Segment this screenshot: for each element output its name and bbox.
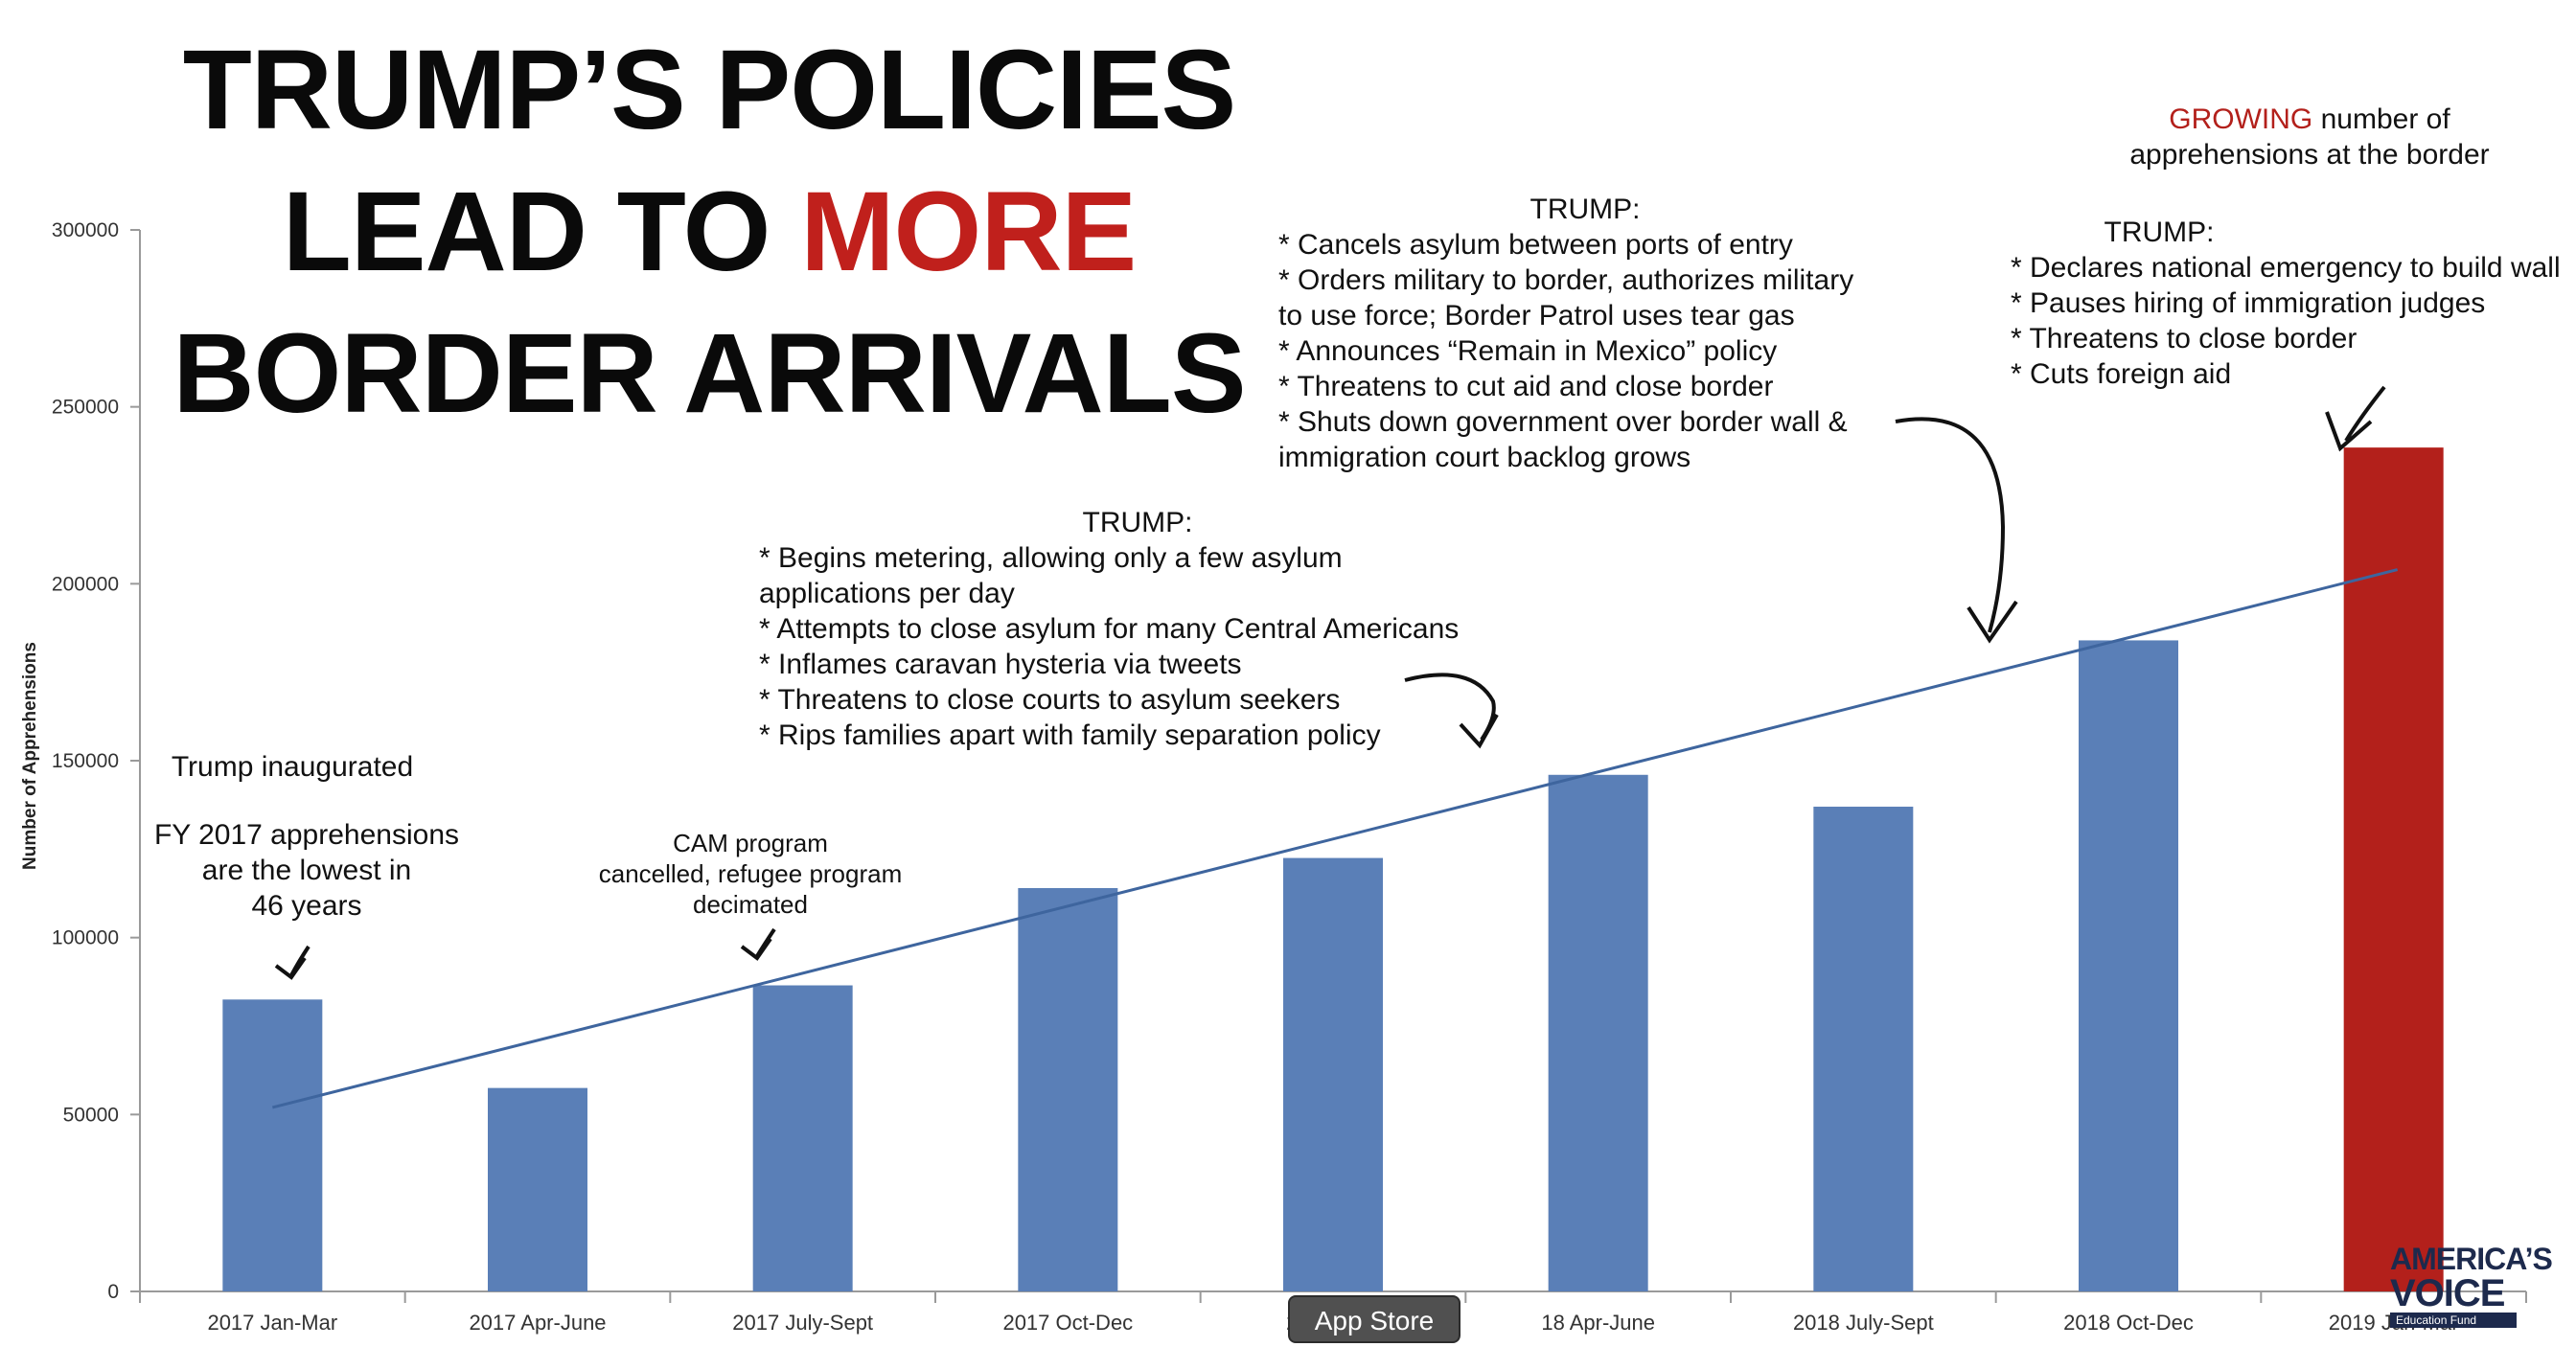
annotation-trump-2018-head: TRUMP: — [1082, 507, 1193, 538]
annotation-trump-2018-item: * Threatens to close courts to asylum se… — [759, 684, 1341, 716]
arrow-inaugurated-icon — [274, 945, 310, 980]
bar — [222, 999, 323, 1291]
annotation-trump-2018-item: * Inflames caravan hysteria via tweets — [759, 649, 1242, 680]
y-tick-label: 0 — [107, 1281, 119, 1303]
title-line-3: BORDER ARRIVALS — [172, 310, 1246, 437]
bar — [1813, 807, 1914, 1291]
annotation-trump-2019: TRUMP: * Declares national emergency to … — [2011, 215, 2574, 392]
title-line-2: LEAD TO MORE — [144, 161, 1275, 303]
annotation-cam-line-1: CAM program — [673, 829, 828, 857]
bar — [2079, 640, 2178, 1291]
x-tick-label: 18 Apr-June — [1541, 1311, 1655, 1335]
annotation-trump-2019-item: * Cuts foreign aid — [2011, 358, 2232, 390]
title-highlight-word: MORE — [800, 169, 1137, 295]
x-tick-label: 2018 July-Sept — [1793, 1311, 1934, 1335]
logo-line-1: AMERICA’S — [2390, 1242, 2553, 1276]
annotation-growing: GROWING number of apprehensions at the b… — [2060, 102, 2559, 172]
x-tick-label: 2018 Oct-Dec — [2063, 1311, 2194, 1335]
annotation-trump-2018-item: applications per day — [759, 578, 1015, 609]
x-tick-label: 2017 July-Sept — [732, 1311, 873, 1335]
y-tick-label: 150000 — [52, 750, 119, 772]
title-line-1: TRUMP’S POLICIES — [182, 27, 1237, 153]
arrow-trump1-icon — [1404, 673, 1499, 749]
annotation-trump-late-2018: TRUMP: * Cancels asylum between ports of… — [1278, 192, 1911, 475]
app-store-tooltip[interactable]: App Store — [1288, 1295, 1460, 1343]
annotation-trump-late-2018-item: * Shuts down government over border wall… — [1278, 406, 1848, 438]
title-line-2-prefix: LEAD TO — [282, 169, 801, 295]
logo-line-2: VOICE — [2390, 1272, 2505, 1314]
annotation-trump-late-2018-item: * Orders military to border, authorizes … — [1278, 264, 1854, 296]
chart-bars — [222, 447, 2444, 1291]
y-tick-label: 50000 — [63, 1104, 119, 1126]
bar — [488, 1087, 587, 1291]
arrow-trump2-icon — [1895, 417, 2018, 644]
annotation-trump-late-2018-item: * Cancels asylum between ports of entry — [1278, 229, 1793, 261]
y-tick-label: 100000 — [52, 927, 119, 949]
bar — [1548, 774, 1648, 1291]
bar — [1018, 887, 1118, 1291]
chart-title: TRUMP’S POLICIES LEAD TO MORE BORDER ARR… — [144, 19, 1275, 445]
bar — [2343, 447, 2444, 1291]
annotation-growing-line-1: GROWING number of — [2060, 102, 2559, 137]
annotation-trump-2018-item: * Begins metering, allowing only a few a… — [759, 542, 1343, 574]
annotation-arrows — [274, 385, 2386, 980]
arrow-trump3-icon — [2325, 385, 2386, 452]
annotation-trump-late-2018-head: TRUMP: — [1530, 194, 1641, 225]
annotation-growing-highlight: GROWING — [2169, 103, 2313, 135]
americas-voice-logo: AMERICA’S VOICE Education Fund — [2390, 1242, 2563, 1328]
logo-line-3: Education Fund — [2390, 1313, 2517, 1328]
trendline — [271, 568, 2399, 1109]
annotation-trump-2019-item: * Pauses hiring of immigration judges — [2011, 287, 2486, 319]
annotation-trump-2018-item: * Attempts to close asylum for many Cent… — [759, 613, 1460, 645]
annotation-inaugurated-line-3: are the lowest in — [201, 855, 412, 886]
y-tick-label: 250000 — [52, 397, 119, 419]
annotation-trump-2018: TRUMP: * Begins metering, allowing only … — [759, 505, 1526, 753]
annotation-growing-line-2: apprehensions at the border — [2129, 139, 2490, 171]
y-axis-label: Number of Apprehensions — [20, 642, 40, 870]
x-tick-label: 2017 Apr-June — [469, 1311, 606, 1335]
annotation-trump-2019-head: TRUMP: — [2104, 217, 2215, 248]
annotation-inaugurated-line-4: 46 years — [251, 890, 362, 922]
annotation-inaugurated-line-1: Trump inaugurated — [171, 751, 414, 783]
annotation-growing-rest: number of — [2312, 103, 2450, 135]
annotation-trump-2019-item: * Threatens to close border — [2011, 323, 2358, 354]
x-tick-label: 2017 Jan-Mar — [207, 1311, 337, 1335]
arrow-cam-icon — [740, 927, 776, 961]
y-tick-label: 200000 — [52, 573, 119, 595]
annotation-cam-line-2: cancelled, refugee program — [598, 859, 903, 888]
bar — [752, 985, 853, 1291]
chart-trendline — [271, 568, 2399, 1109]
annotation-trump-late-2018-item: to use force; Border Patrol uses tear ga… — [1278, 300, 1795, 331]
x-tick-label: 2017 Oct-Dec — [1002, 1311, 1133, 1335]
annotation-trump-late-2018-item: immigration court backlog grows — [1278, 442, 1691, 473]
annotation-trump-2018-item: * Rips families apart with family separa… — [759, 719, 1381, 751]
annotation-cam: CAM program cancelled, refugee program d… — [583, 828, 918, 920]
annotation-inaugurated-line-2: FY 2017 apprehensions — [153, 819, 460, 851]
annotation-trump-2019-item: * Declares national emergency to build w… — [2011, 252, 2561, 284]
annotation-trump-late-2018-item: * Announces “Remain in Mexico” policy — [1278, 335, 1778, 367]
y-tick-label: 300000 — [52, 219, 119, 241]
annotation-inaugurated: Trump inaugurated FY 2017 apprehensions … — [144, 749, 470, 924]
bar — [1283, 857, 1383, 1291]
annotation-cam-line-3: decimated — [693, 890, 808, 919]
annotation-trump-late-2018-item: * Threatens to cut aid and close border — [1278, 371, 1774, 402]
